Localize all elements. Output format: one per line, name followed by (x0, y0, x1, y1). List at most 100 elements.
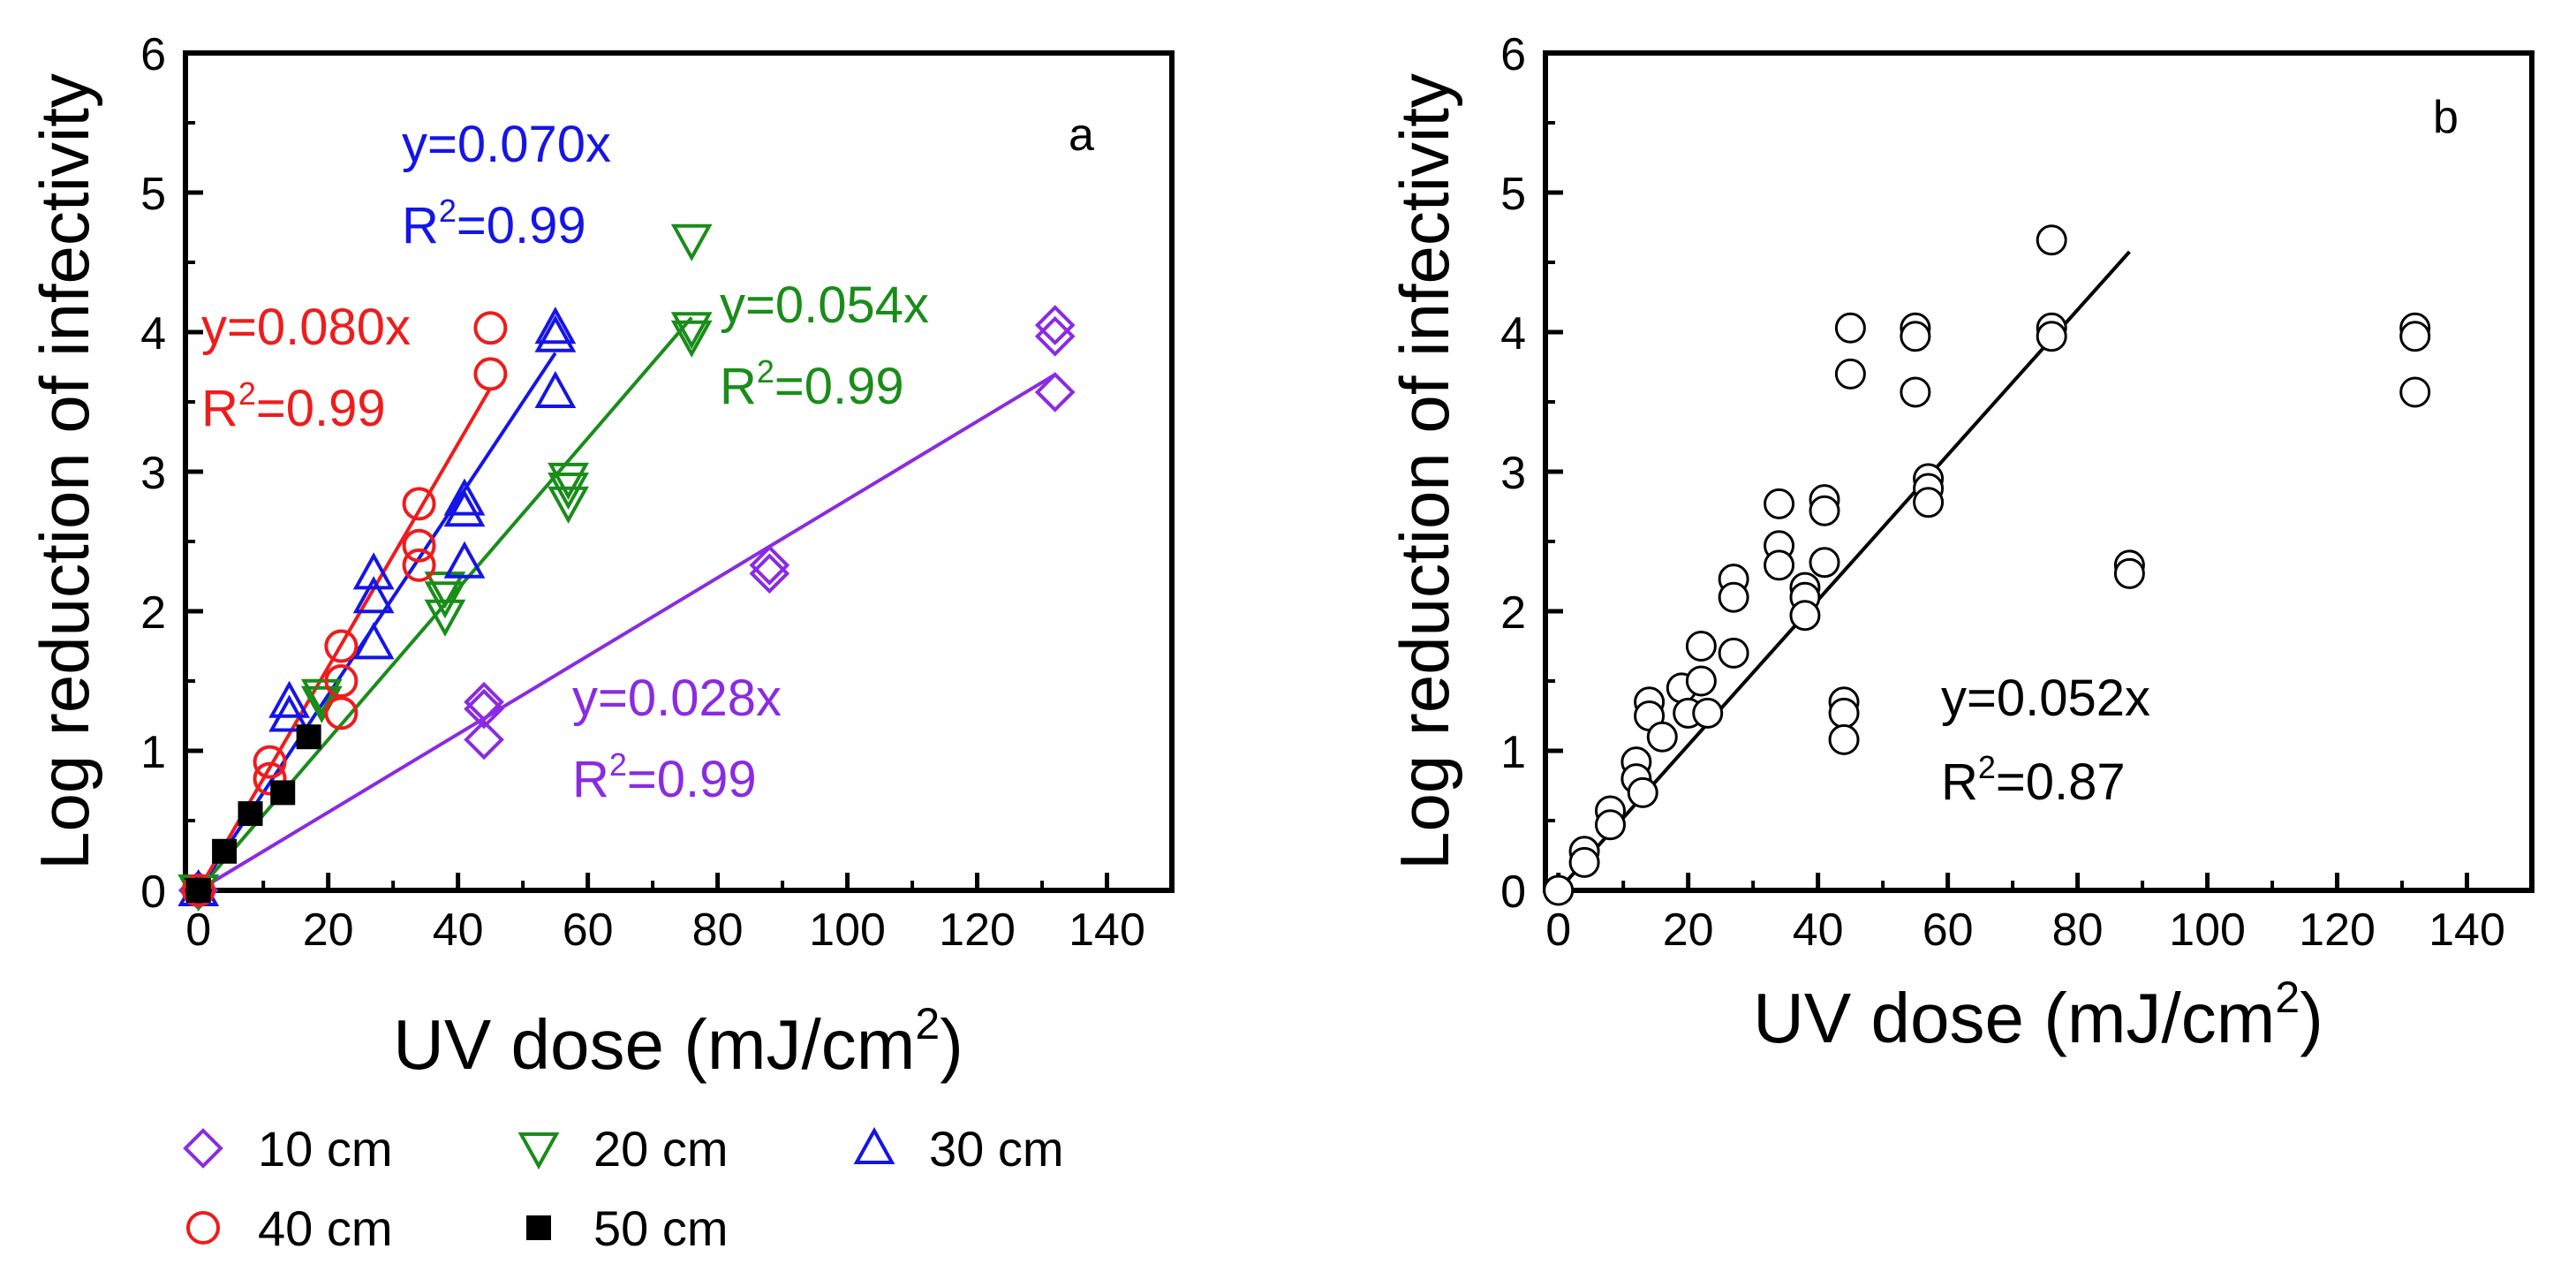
fit-line-10cm (197, 373, 1056, 892)
data-point-30cm (268, 680, 310, 718)
panel-b-x-tick-label: 60 (1923, 904, 1974, 956)
panel-b-data-point (1809, 547, 1840, 579)
panel-b-y-tick-label: 6 (1500, 29, 1526, 80)
r2-40cm: R2=0.99 (201, 375, 386, 437)
data-point-20cm (424, 581, 466, 619)
panel-b-data-point (1900, 376, 1931, 408)
data-point-40cm (181, 874, 215, 907)
panel-b-y-tick-label: 5 (1500, 169, 1526, 220)
panel-b-y-tick-label: 2 (1500, 587, 1526, 639)
panel-b-x-tick-label: 100 (2169, 904, 2246, 956)
panel-b-data-point (1594, 809, 1626, 841)
data-point-30cm (352, 622, 395, 660)
panel-a-label: a (1069, 110, 1094, 161)
fit-line-30cm (197, 352, 557, 892)
legend-item-10cm: 10 cm (183, 1121, 393, 1177)
data-point-10cm (1034, 305, 1076, 345)
panel-b-data-point (1764, 488, 1795, 519)
data-point-30cm (443, 478, 486, 516)
data-point-30cm (534, 307, 577, 344)
r2-30cm: R2=0.99 (402, 193, 586, 254)
legend-marker-40cm (186, 1211, 220, 1245)
data-point-40cm (402, 487, 436, 521)
panel-b-data-point (1685, 665, 1717, 697)
legend-marker-shape (186, 1211, 220, 1245)
panel-b-data-point (1646, 721, 1678, 753)
panel-a-y-tick-label: 3 (140, 448, 166, 499)
data-point-50cm (270, 780, 296, 806)
data-point-10cm (464, 719, 504, 761)
panel-a-x-tick-label: 140 (1069, 904, 1145, 956)
data-point-20cm (670, 312, 713, 350)
data-point-40cm (402, 528, 436, 563)
panel-b-data-point (2399, 376, 2431, 408)
data-point-50cm (238, 801, 263, 827)
eq-40cm: y=0.080x (201, 299, 411, 356)
panel-b-data-point (1692, 697, 1724, 729)
data-point-30cm (352, 552, 395, 590)
panel-a-x-tick-label: 20 (303, 904, 354, 956)
panel-b-data-point (1543, 874, 1575, 906)
panel-a-axis-ticks: 0 20 40 60 80 100 120 140 0 1 2 3 4 5 6 (140, 29, 1145, 956)
data-point-20cm (670, 320, 713, 358)
legend-label-30cm: 30 cm (929, 1121, 1064, 1177)
legend-marker-10cm (183, 1128, 223, 1169)
panel-a-x-tick-label: 40 (433, 904, 484, 956)
data-point-20cm (670, 223, 713, 261)
panel-a-y-tick-label: 1 (140, 727, 166, 778)
panel-a-x-tick-label: 80 (692, 904, 744, 956)
panel-b-data-points (1543, 224, 2431, 906)
panel-b-y-tick-label: 4 (1500, 308, 1526, 360)
panel-a-x-axis-label: UV dose (mJ/cm2) (393, 999, 963, 1084)
data-point-40cm (253, 745, 287, 779)
legend-item-50cm: 50 cm (526, 1200, 729, 1256)
panel-b-data-point (1568, 846, 1600, 878)
panel-b-x-axis-label: UV dose (mJ/cm2) (1753, 973, 2323, 1057)
panel-b-data-point (1718, 581, 1749, 613)
panel-b-data-point (1718, 637, 1749, 669)
panel-b-fit-equation: y=0.052x (1941, 670, 2150, 727)
panel-b-data-point (1828, 723, 1860, 755)
panel-a-y-axis-label: Log reduction of infectivity (26, 73, 103, 870)
data-point-40cm (402, 548, 436, 582)
data-point-30cm (443, 489, 486, 527)
panel-b-fit-r2: R2=0.87 (1941, 749, 2126, 811)
legend-marker-shape (517, 1132, 560, 1170)
data-point-30cm (268, 694, 310, 732)
r2-20cm: R2=0.99 (720, 353, 904, 415)
panel-b-y-tick-label: 1 (1500, 727, 1526, 778)
legend-marker-shape (183, 1128, 223, 1169)
data-point-40cm (473, 311, 508, 345)
eq-30cm: y=0.070x (402, 116, 611, 173)
panel-b-y-tick-label: 3 (1500, 448, 1526, 499)
data-point-20cm (300, 678, 343, 716)
data-point-20cm (548, 472, 589, 511)
data-point-40cm (324, 629, 359, 663)
panel-a-x-tick-label: 0 (185, 904, 211, 956)
panel-b-x-tick-label: 0 (1545, 904, 1571, 956)
legend-item-20cm: 20 cm (517, 1121, 729, 1177)
legend-label-20cm: 20 cm (593, 1121, 729, 1177)
panel-b-axis-ticks: 0 20 40 60 80 100 120 140 0 1 2 3 4 5 6 (1500, 29, 2505, 956)
panel-b-data-point (2113, 557, 2145, 589)
legend-marker-shape (853, 1126, 895, 1164)
eq-10cm: y=0.028x (572, 670, 782, 727)
legend-label-10cm: 10 cm (258, 1121, 393, 1177)
panel-b-data-point (2399, 321, 2431, 352)
panel-b-x-tick-label: 40 (1793, 904, 1844, 956)
panel-b-data-point (1834, 358, 1866, 390)
data-point-40cm (324, 696, 359, 730)
data-point-10cm (749, 553, 790, 594)
panel-b-data-point (1828, 697, 1860, 729)
panel-a-x-tick-label: 60 (563, 904, 614, 956)
panel-b-data-point (1900, 321, 1931, 352)
data-point-10cm (1034, 315, 1076, 357)
data-point-10cm (464, 688, 504, 730)
panel-a-x-tick-label: 120 (939, 904, 1016, 956)
panel-a-data-points (178, 223, 1076, 912)
panel-b-data-point (1913, 487, 1945, 518)
data-point-10cm (1034, 372, 1076, 413)
panel-b-data-point (1764, 549, 1795, 581)
panel-a-y-tick-label: 0 (140, 867, 166, 918)
data-point-40cm (324, 664, 359, 698)
